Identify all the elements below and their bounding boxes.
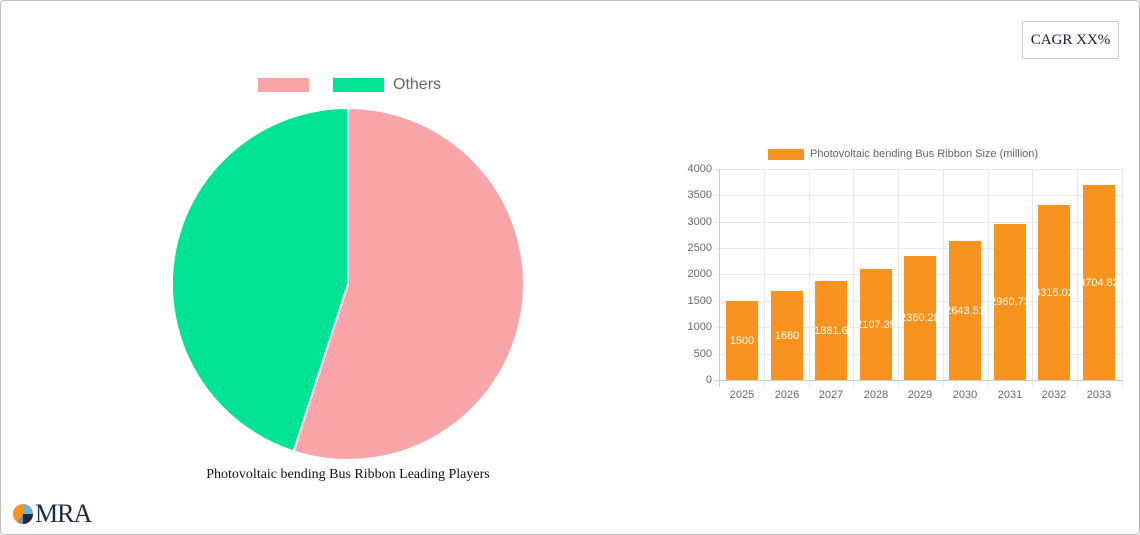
bar-value-label: 1500	[729, 334, 755, 347]
y-tick: 3000	[687, 216, 712, 228]
y-tick: 500	[693, 348, 712, 360]
legend-swatch-orange	[768, 148, 804, 160]
bar-value-label: 3315.02	[1038, 286, 1070, 299]
cagr-badge: CAGR XX%	[1022, 21, 1119, 59]
x-tick: 2032	[1041, 389, 1067, 401]
x-tick: 2025	[729, 389, 755, 401]
bar-value-label: 1881.6	[815, 324, 847, 337]
x-tick: 2030	[952, 389, 978, 401]
mra-logo: MRA	[12, 499, 92, 529]
bar-value-label: 1680	[774, 329, 800, 342]
y-tick: 3500	[687, 189, 712, 201]
y-axis	[719, 169, 720, 387]
bar-2026[interactable]: 1680	[771, 291, 803, 380]
pie-slice-leading[interactable]	[292, 106, 525, 461]
logo-text: MRA	[35, 499, 92, 528]
bar-value-label: 2107.39	[860, 318, 892, 331]
bar-value-label: 2360.28	[904, 312, 936, 324]
y-tick: 0	[705, 374, 712, 386]
bar-legend-label: Photovoltaic bending Bus Ribbon Size (mi…	[810, 148, 1039, 160]
x-tick: 2028	[863, 389, 889, 401]
pie-legend: Others	[258, 76, 441, 94]
pie-slice-others[interactable]	[171, 106, 349, 453]
pie-chart-title: Photovoltaic bending Bus Ribbon Leading …	[206, 467, 490, 482]
y-tick: 4000	[687, 163, 712, 175]
y-tick: 2500	[687, 242, 712, 254]
bar-2027[interactable]: 1881.6	[815, 281, 847, 380]
bar-2025[interactable]: 1500	[726, 301, 758, 380]
pie-legend-label: Others	[393, 76, 442, 93]
x-tick: 2029	[907, 389, 933, 401]
bar-2033[interactable]: 3704.82	[1083, 185, 1115, 380]
bar-chart: 4000 3500 3000 2500 2000 1500 1000 500 0…	[660, 160, 1140, 410]
bar-2028[interactable]: 2107.39	[860, 269, 892, 380]
logo-pie-icon	[13, 504, 33, 524]
bar-2032[interactable]: 3315.02	[1038, 205, 1070, 380]
bar-2029[interactable]: 2360.28	[904, 256, 936, 380]
bar-value-label: 3704.82	[1083, 276, 1115, 289]
x-tick: 2033	[1086, 389, 1112, 401]
bar-legend[interactable]: Photovoltaic bending Bus Ribbon Size (mi…	[768, 148, 1038, 160]
bar-value-label: 2960.73	[994, 296, 1026, 308]
pie-legend-item-others[interactable]: Others	[333, 76, 441, 94]
y-tick: 2000	[687, 268, 712, 280]
pie-legend-item-leading[interactable]	[258, 78, 309, 92]
x-tick: 2026	[774, 389, 800, 401]
x-tick: 2031	[997, 389, 1023, 401]
y-tick: 1500	[687, 295, 712, 307]
y-tick: 1000	[687, 321, 712, 333]
legend-swatch-pink	[258, 78, 309, 92]
legend-swatch-green	[333, 78, 384, 92]
x-tick: 2027	[818, 389, 844, 401]
pie-chart	[171, 106, 525, 461]
x-axis	[714, 380, 1123, 381]
bar-2031[interactable]: 2960.73	[994, 224, 1026, 380]
